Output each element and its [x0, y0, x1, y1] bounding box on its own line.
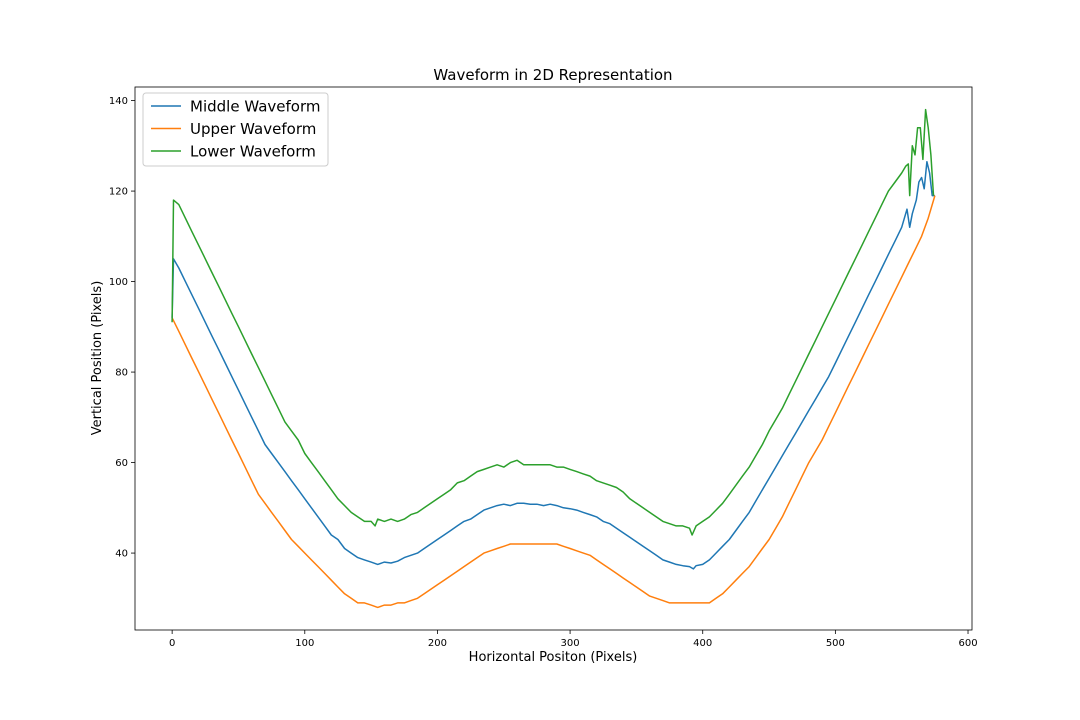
series-layer [171, 108, 936, 609]
legend-label-middle-waveform: Middle Waveform [190, 98, 320, 116]
y-tick-label: 40 [115, 549, 128, 560]
chart-title: Waveform in 2D Representation [433, 66, 672, 84]
x-axis-label: Horizontal Positon (Pixels) [469, 650, 638, 665]
y-axis-label: Vertical Position (Pixels) [90, 281, 105, 436]
y-tick-label: 140 [109, 96, 128, 107]
plot-area [135, 87, 972, 630]
axes-frame [134, 86, 973, 631]
legend-label-upper-waveform: Upper Waveform [190, 120, 316, 138]
lower-waveform-line [171, 108, 935, 536]
y-tick-label: 100 [109, 277, 128, 288]
y-tick-label: 80 [115, 368, 128, 379]
x-tick-label: 0 [169, 638, 175, 649]
y-tick-label: 120 [109, 187, 128, 198]
x-tick-label: 400 [693, 638, 712, 649]
y-tick-label: 60 [115, 458, 128, 469]
y-axis: 40 60 80 100 120 140 [109, 96, 135, 560]
x-tick-label: 300 [561, 638, 580, 649]
x-tick-label: 100 [295, 638, 314, 649]
legend-box [142, 92, 329, 167]
x-tick-label: 200 [428, 638, 447, 649]
legend: Middle Waveform Upper Waveform Lower Wavef… [142, 92, 329, 167]
x-tick-label: 600 [958, 638, 977, 649]
x-tick-label: 500 [826, 638, 845, 649]
x-axis: 0 100 200 300 400 500 600 [169, 630, 978, 649]
legend-label-lower-waveform: Lower Waveform [190, 143, 316, 161]
middle-waveform-line [171, 160, 935, 570]
upper-waveform-line [171, 195, 936, 609]
